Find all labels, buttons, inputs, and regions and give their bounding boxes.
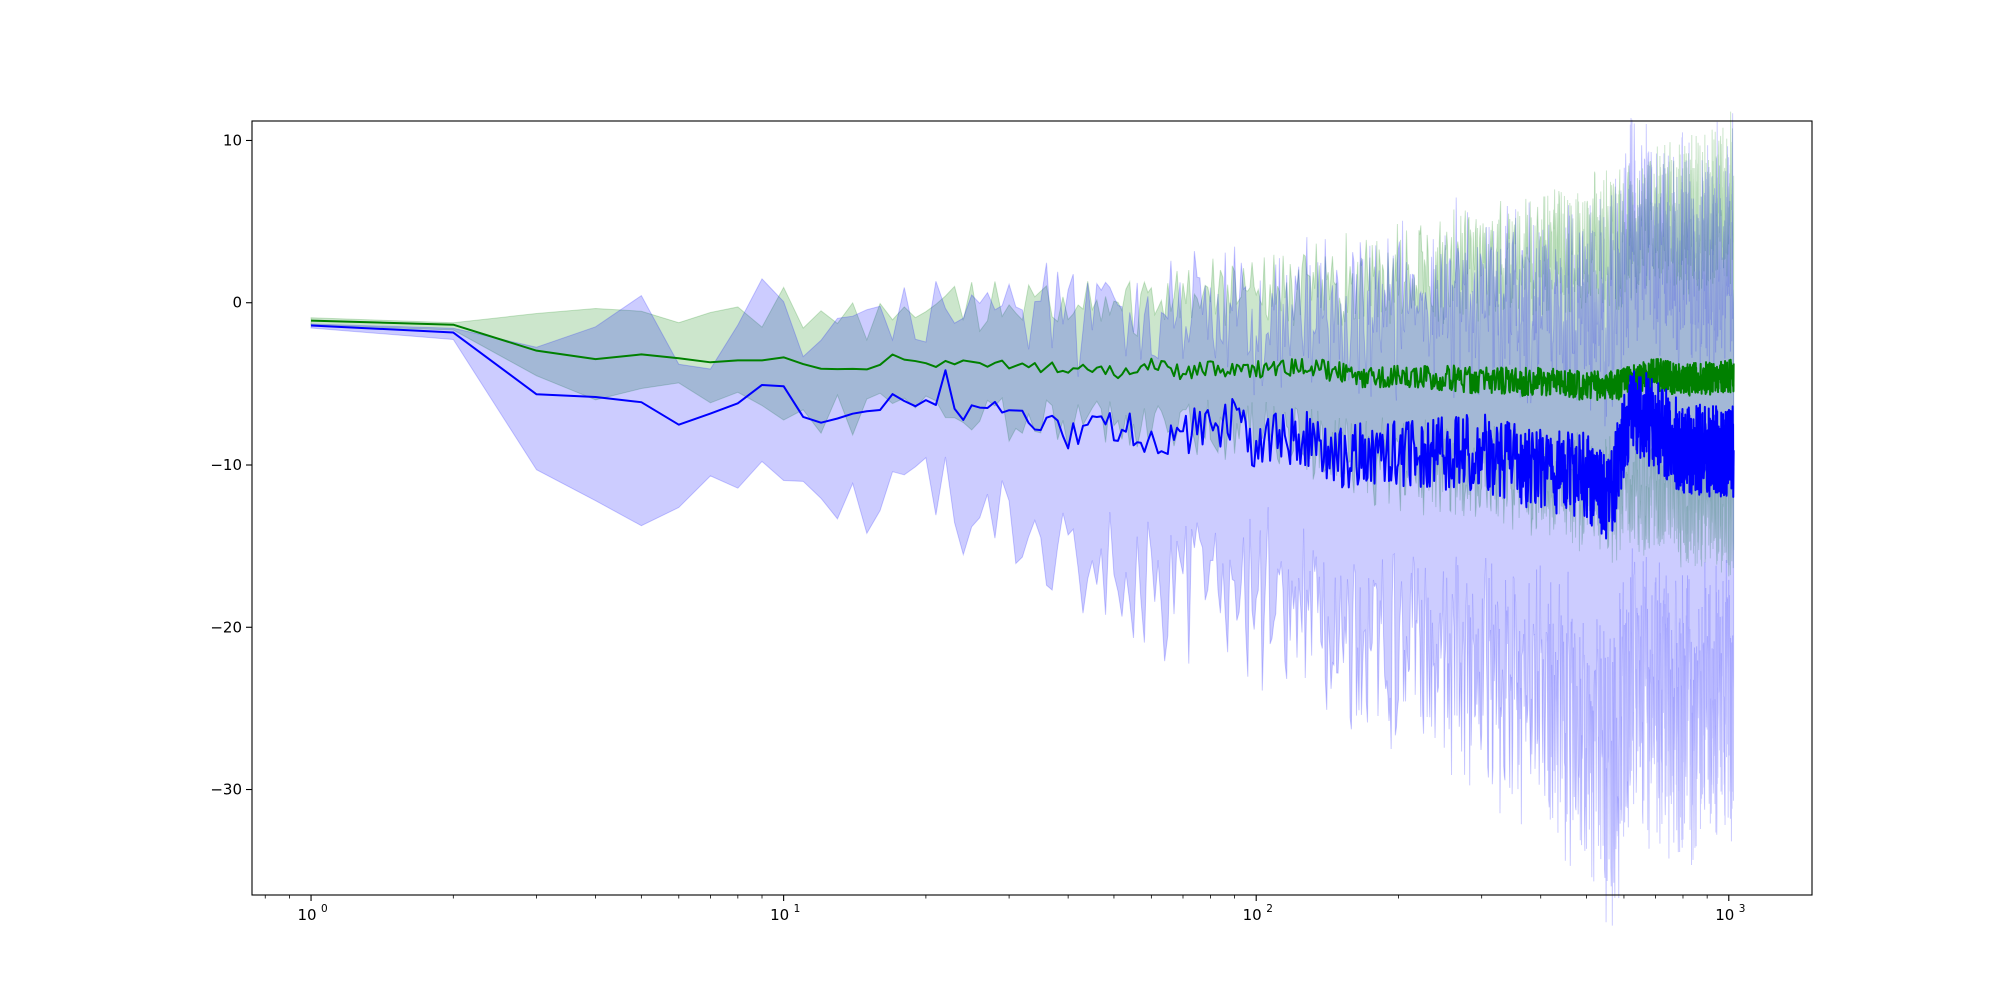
y-tick-label: −10 [210,456,242,474]
x-tick-exponent: 3 [1739,903,1746,915]
line-green [311,319,1735,401]
line-blue [310,324,1735,540]
y-tick-label: 0 [232,294,242,312]
x-tick-exponent: 1 [794,903,801,915]
y-tick-label: −30 [210,781,242,799]
x-tick-label: 10 [297,906,316,924]
x-tick-exponent: 2 [1266,903,1273,915]
x-tick-label: 10 [1243,906,1262,924]
band-blue [310,113,1735,926]
x-tick-label: 10 [770,906,789,924]
y-tick-label: −20 [210,618,242,636]
plot-frame [251,120,1813,896]
x-tick-label: 10 [1715,906,1734,924]
plot-area [310,111,1735,926]
axes: 10 0 10 1 10 2 10 3 10 0 −10 −20 −30 [210,120,1813,924]
x-tick-exponent: 0 [321,903,328,915]
y-tick-label: 10 [223,131,242,149]
